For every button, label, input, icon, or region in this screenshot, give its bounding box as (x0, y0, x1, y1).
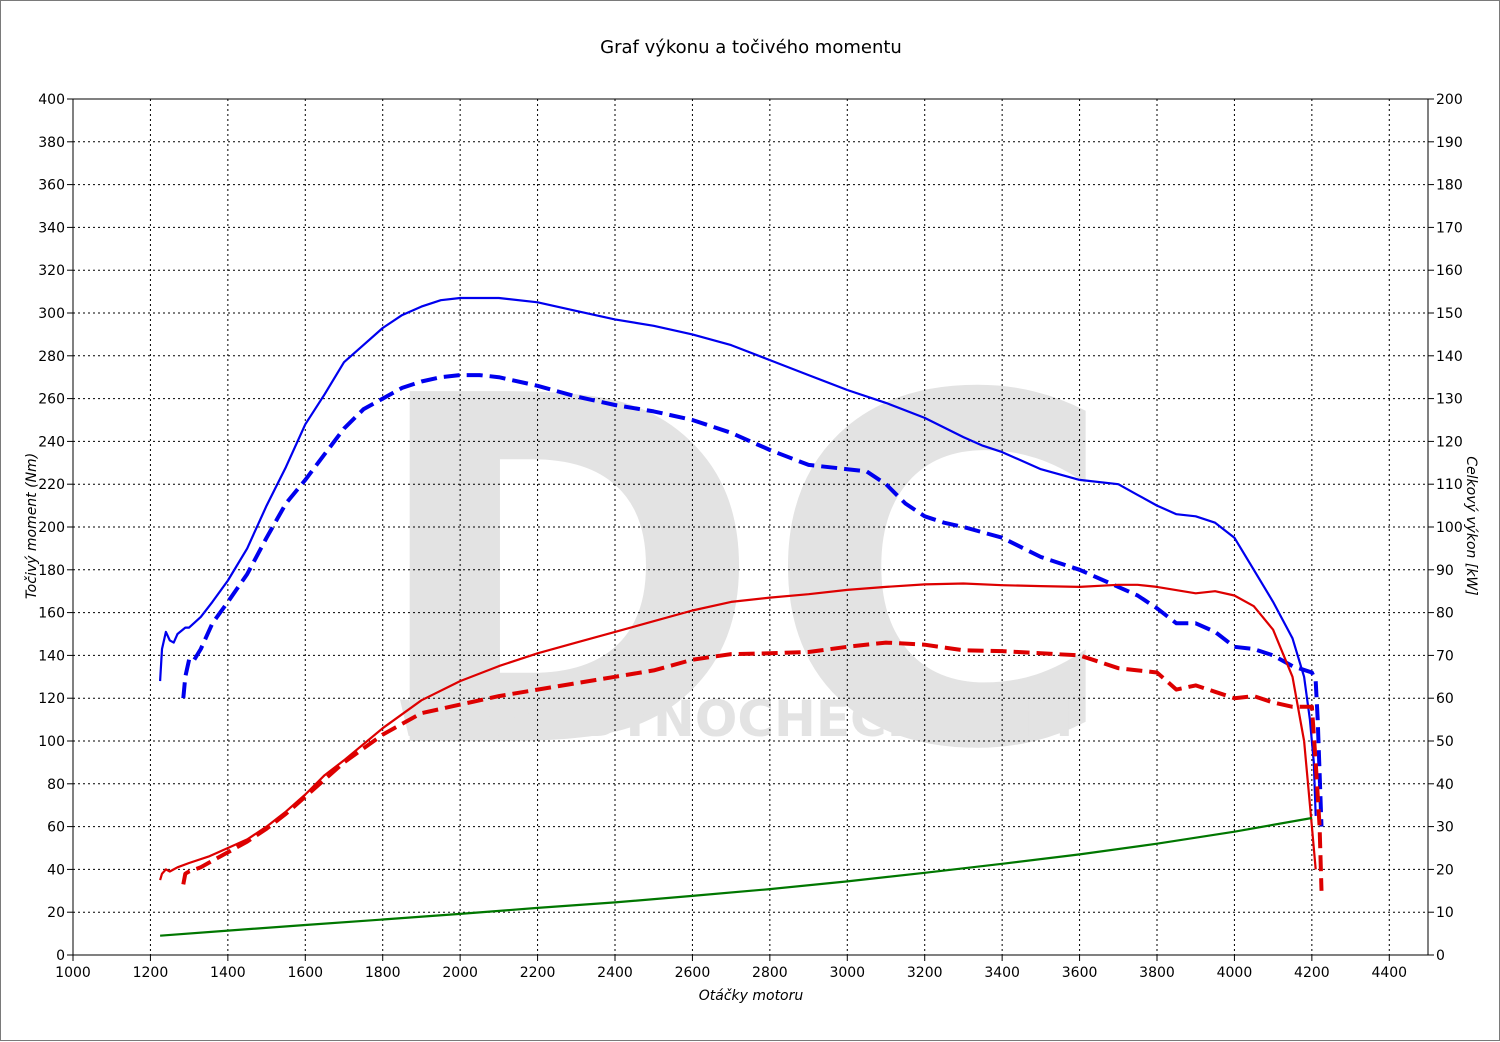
y-left-tick-label: 200 (38, 520, 65, 536)
y-left-tick-label: 320 (38, 263, 65, 279)
y-left-tick-label: 80 (47, 777, 65, 793)
y-right-tick-label: 90 (1436, 563, 1454, 579)
x-tick-label: 2000 (442, 965, 478, 981)
series-line-4 (160, 816, 1313, 937)
y-left-tick-label: 240 (38, 434, 65, 450)
chart-title: Graf výkonu a točivého momentu (600, 37, 902, 58)
y-left-tick-label: 220 (38, 477, 65, 493)
watermark-logo: DC (366, 296, 1117, 855)
y-left-tick-label: 40 (47, 862, 65, 878)
axes: 1000 1200 1400 1600 1800 2000 2200 2400 2600 2800… (38, 92, 1462, 981)
x-tick-label: 4200 (1294, 965, 1330, 981)
y-right-tick-label: 70 (1436, 648, 1454, 664)
x-tick-label: 1000 (55, 965, 91, 981)
y-right-tick-label: 160 (1436, 263, 1463, 279)
x-tick-label: 2800 (752, 965, 788, 981)
y-left-tick-label: 160 (38, 606, 65, 622)
x-tick-label: 3600 (1062, 965, 1098, 981)
y-left-tick-label: 280 (38, 349, 65, 365)
y-right-tick-label: 60 (1436, 691, 1454, 707)
plot-area-border (72, 98, 1429, 956)
y-right-tick-label: 180 (1436, 178, 1463, 194)
x-tick-label: 3200 (907, 965, 943, 981)
series-line-0 (159, 296, 1317, 816)
y-left-tick-label: 120 (38, 691, 65, 707)
y-right-tick-label: 170 (1436, 220, 1463, 236)
y-right-tick-label: 120 (1436, 434, 1463, 450)
y-left-tick-label: 60 (47, 820, 65, 836)
x-tick-label: 1800 (365, 965, 401, 981)
x-tick-label: 1600 (287, 965, 323, 981)
x-tick-label: 2400 (597, 965, 633, 981)
y-left-tick-label: 400 (38, 92, 65, 108)
watermark-text: WWW.DYNOCHECK.COM (399, 690, 1074, 748)
y-left-tick-label: 260 (38, 392, 65, 408)
y-left-tick-label: 180 (38, 563, 65, 579)
x-tick-label: 1200 (133, 965, 169, 981)
y-right-tick-label: 10 (1436, 905, 1454, 921)
y-right-tick-label: 200 (1436, 92, 1463, 108)
x-tick-label: 3000 (829, 965, 865, 981)
series-line-3 (181, 640, 1324, 891)
x-tick-label: 3400 (984, 965, 1020, 981)
series-line-1 (181, 373, 1324, 827)
grid (73, 99, 1428, 955)
x-tick-label: 3800 (1139, 965, 1175, 981)
y-right-tick-label: 40 (1436, 777, 1454, 793)
x-tick-label: 4400 (1371, 965, 1407, 981)
y-right-tick-label: 130 (1436, 392, 1463, 408)
series-layer (159, 296, 1324, 937)
y-right-tick-label: 140 (1436, 349, 1463, 365)
y-left-tick-label: 300 (38, 306, 65, 322)
y-right-tick-label: 0 (1436, 948, 1445, 964)
y-left-tick-label: 20 (47, 905, 65, 921)
x-tick-label: 2600 (675, 965, 711, 981)
y-left-tick-label: 100 (38, 734, 65, 750)
y-right-tick-label: 50 (1436, 734, 1454, 750)
y-right-tick-label: 80 (1436, 606, 1454, 622)
y-right-tick-label: 190 (1436, 135, 1463, 151)
x-tick-label: 2200 (520, 965, 556, 981)
y-right-tick-label: 110 (1436, 477, 1463, 493)
y-left-tick-label: 380 (38, 135, 65, 151)
x-axis-label: Otáčky motoru (699, 988, 804, 1004)
x-tick-label: 1400 (210, 965, 246, 981)
y-axis-label-left: Točivý moment (Nm) (24, 453, 40, 599)
y-right-tick-label: 20 (1436, 862, 1454, 878)
y-left-tick-label: 0 (56, 948, 65, 964)
y-left-tick-label: 340 (38, 220, 65, 236)
y-left-tick-label: 140 (38, 648, 65, 664)
x-tick-label: 4000 (1217, 965, 1253, 981)
y-right-tick-label: 150 (1436, 306, 1463, 322)
y-right-tick-label: 100 (1436, 520, 1463, 536)
y-right-tick-label: 30 (1436, 820, 1454, 836)
y-axis-label-right: Celkový výkon [kW] (1463, 456, 1479, 595)
y-left-tick-label: 360 (38, 178, 65, 194)
series-line-2 (159, 582, 1317, 881)
